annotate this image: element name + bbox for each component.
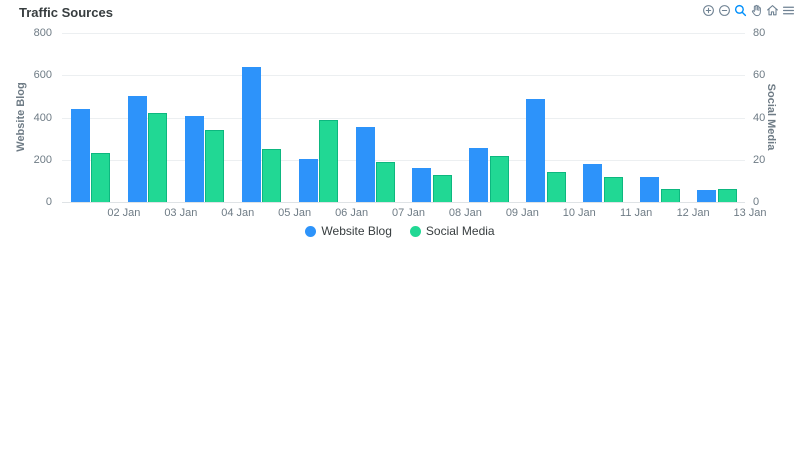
menu-icon[interactable] (781, 3, 795, 17)
y-axis-left-tick-label: 800 (33, 27, 52, 39)
bar-website-blog[interactable] (583, 163, 603, 202)
bar-social-media[interactable] (205, 130, 225, 202)
y-axis-right-tick-label: 0 (753, 196, 760, 208)
y-axis-right-tick-label: 80 (753, 27, 766, 39)
legend-item-social-media[interactable]: Social Media (409, 224, 495, 238)
chart-toolbar (701, 3, 795, 17)
x-axis-tick-label: 08 Jan (448, 207, 482, 219)
bar-social-media[interactable] (432, 174, 452, 202)
chart-title: Traffic Sources (19, 5, 113, 20)
x-axis-tick-label: 11 Jan (620, 207, 653, 219)
y-axis-right-tick-label: 20 (753, 153, 766, 166)
legend-marker-icon (409, 225, 421, 237)
gridline (62, 202, 745, 203)
legend-item-website-blog[interactable]: Website Blog (305, 224, 392, 238)
bar-website-blog[interactable] (298, 158, 318, 202)
gridline (62, 33, 745, 34)
x-axis-tick-label: 06 Jan (335, 207, 369, 219)
bar-website-blog[interactable] (526, 98, 546, 202)
gridline (62, 117, 745, 119)
gridline (62, 75, 745, 77)
x-axis-tick-label: 07 Jan (391, 207, 426, 219)
y-axis-right-title: Social Media (765, 83, 777, 151)
pan-icon[interactable] (749, 3, 763, 17)
home-icon[interactable] (765, 3, 779, 17)
legend-marker-icon (305, 225, 317, 237)
bar-social-media[interactable] (660, 189, 680, 202)
x-axis-tick-label: 09 Jan (505, 207, 539, 219)
bar-social-media[interactable] (148, 113, 168, 202)
bar-social-media[interactable] (262, 149, 282, 202)
legend-label: Website Blog (321, 224, 392, 238)
y-axis-right-tick-label: 60 (753, 69, 766, 82)
plot-area (62, 33, 745, 203)
x-axis-tick-label: 03 Jan (164, 207, 198, 219)
bar-website-blog[interactable] (355, 127, 375, 202)
bar-website-blog[interactable] (640, 176, 660, 202)
y-axis-left-tick-label: 0 (45, 196, 52, 208)
bar-social-media[interactable] (319, 119, 339, 202)
x-axis-tick-label: 10 Jan (562, 207, 596, 219)
bar-social-media[interactable] (91, 153, 111, 202)
y-axis-right-tick-label: 40 (753, 111, 766, 124)
bar-social-media[interactable] (489, 155, 509, 202)
bar-website-blog[interactable] (697, 190, 717, 202)
bar-website-blog[interactable] (469, 148, 489, 202)
selection-zoom-icon[interactable] (733, 3, 747, 17)
legend: Website Blog Social Media (0, 224, 800, 238)
bar-website-blog[interactable] (412, 168, 432, 202)
x-axis-tick-label: 12 Jan (676, 207, 710, 219)
gridline (62, 159, 745, 161)
legend-label: Social Media (425, 224, 495, 238)
bar-social-media[interactable] (546, 172, 566, 202)
bar-website-blog[interactable] (127, 96, 147, 202)
bar-website-blog[interactable] (70, 109, 90, 202)
zoom-out-icon[interactable] (717, 3, 731, 17)
bar-website-blog[interactable] (184, 116, 204, 202)
x-axis-tick-label: 02 Jan (107, 207, 141, 219)
x-axis-tick-label: 05 Jan (278, 207, 312, 219)
x-axis-tick-label: 04 Jan (221, 207, 255, 219)
bar-social-media[interactable] (717, 189, 737, 202)
y-axis-left-tick-label: 200 (33, 153, 52, 166)
zoom-in-icon[interactable] (701, 3, 715, 17)
y-axis-left-tick-label: 600 (33, 69, 52, 82)
bar-social-media[interactable] (376, 161, 396, 202)
x-axis-tick-label: 13 Jan (733, 207, 767, 219)
bar-social-media[interactable] (603, 176, 623, 202)
bar-website-blog[interactable] (241, 66, 261, 202)
y-axis-left-tick-label: 400 (33, 111, 52, 124)
